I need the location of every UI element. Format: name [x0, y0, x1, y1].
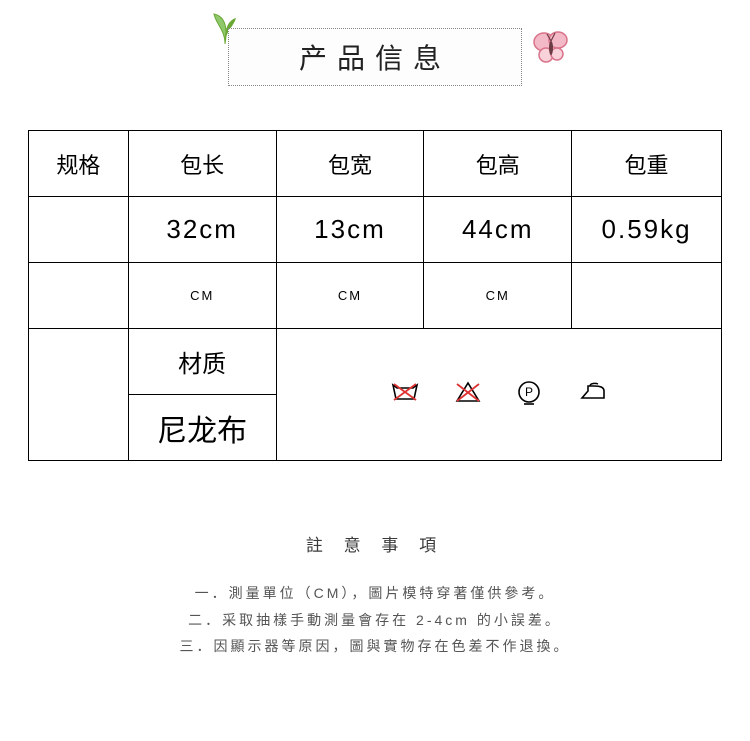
- care-icons-cell: P: [276, 329, 721, 461]
- page-title: 产品信息: [299, 43, 451, 74]
- notes-section: 註 意 事 項 一．測量單位（CM），圖片模特穿著僅供參考。 二．采取抽樣手動測…: [0, 531, 750, 660]
- unit-length: CM: [128, 263, 276, 329]
- value-length: 32cm: [128, 197, 276, 263]
- material-blank: [29, 329, 129, 461]
- unit-spec: [29, 263, 129, 329]
- table-header-row: 规格 包长 包宽 包高 包重: [29, 131, 722, 197]
- value-spec: [29, 197, 129, 263]
- value-width: 13cm: [276, 197, 424, 263]
- notes-line-1: 一．測量單位（CM），圖片模特穿著僅供參考。: [0, 580, 750, 607]
- unit-height: CM: [424, 263, 572, 329]
- header-width: 包宽: [276, 131, 424, 197]
- notes-line-2: 二．采取抽樣手動測量會存在 2-4cm 的小誤差。: [0, 607, 750, 634]
- value-height: 44cm: [424, 197, 572, 263]
- value-weight: 0.59kg: [572, 197, 722, 263]
- header-height: 包高: [424, 131, 572, 197]
- header-weight: 包重: [572, 131, 722, 197]
- wash-no-icon: [390, 380, 420, 410]
- notes-line-3: 三．因顯示器等原因，圖與實物存在色差不作退換。: [0, 633, 750, 660]
- title-box: 产品信息: [228, 28, 522, 86]
- table-unit-row: CM CM CM: [29, 263, 722, 329]
- table-material-row: 材质 P: [29, 329, 722, 395]
- spec-table: 规格 包长 包宽 包高 包重 32cm 13cm 44cm 0.59kg CM …: [28, 130, 722, 461]
- header-spec: 规格: [29, 131, 129, 197]
- bleach-no-icon: [454, 380, 482, 410]
- header-length: 包长: [128, 131, 276, 197]
- material-label: 材质: [128, 329, 276, 395]
- unit-weight: [572, 263, 722, 329]
- table-value-row: 32cm 13cm 44cm 0.59kg: [29, 197, 722, 263]
- material-value: 尼龙布: [128, 395, 276, 461]
- notes-title: 註 意 事 項: [0, 531, 750, 556]
- iron-icon: [576, 381, 608, 409]
- butterfly-icon: [530, 30, 570, 71]
- dryclean-p-icon: P: [516, 379, 542, 411]
- unit-width: CM: [276, 263, 424, 329]
- svg-text:P: P: [525, 385, 533, 399]
- title-section: 产品信息: [0, 0, 750, 90]
